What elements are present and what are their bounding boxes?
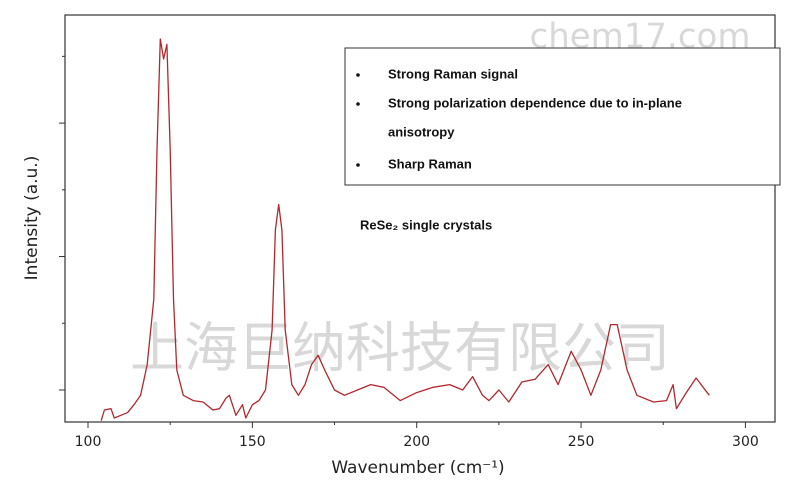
x-tick-label: 250 [568,434,595,450]
note: Strong Raman signal [388,66,518,81]
x-tick-label: 300 [732,434,759,450]
x-tick-label: 100 [75,434,102,450]
x-tick-label: 150 [239,434,266,450]
note: Strong polarization dependence due to in… [388,95,682,110]
note-box [344,47,781,186]
x-axis-label: Wavenumber (cm⁻¹) [331,458,504,478]
bullet [356,163,360,167]
y-axis-label: Intensity (a.u.) [22,156,42,281]
watermark: 上海巨纳科技有限公司 [130,317,670,380]
bullet [356,102,360,106]
note: anisotropy [388,124,455,139]
sample-label: ReSe₂ single crystals [360,217,492,232]
note: Sharp Raman [388,156,472,171]
x-tick-label: 200 [403,434,430,450]
spectrum-line [100,38,710,421]
plot-frame [64,14,776,423]
bullet [356,73,360,77]
